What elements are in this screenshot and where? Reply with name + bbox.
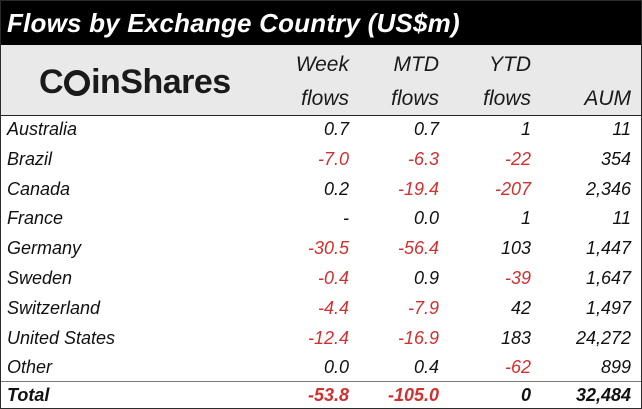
col-header-week-line2: flows <box>301 87 349 110</box>
cell-mtd-brazil: -6.3 <box>407 148 439 169</box>
cell-ytd-switzerland: 42 <box>510 297 531 318</box>
col-header-mtd-line1: MTD <box>393 53 440 76</box>
cell-mtd-australia: 0.7 <box>413 119 439 139</box>
cell-ytd-sweden: -39 <box>504 268 531 288</box>
cell-ytd-canada: -207 <box>494 178 531 199</box>
logo-text-pre: C <box>39 63 64 101</box>
row-label-brazil: Brazil <box>7 148 53 169</box>
cell-aum-australia: 11 <box>612 119 631 139</box>
cell-ytd-total: 0 <box>520 385 531 405</box>
cell-aum-sweden: 1,647 <box>585 268 631 288</box>
cell-week-other: 0.0 <box>323 357 349 378</box>
cell-aum-canada: 2,346 <box>585 178 631 199</box>
col-header-mtd-line2: flows <box>391 87 439 110</box>
cell-aum-france: 11 <box>612 208 631 229</box>
cell-ytd-france: 1 <box>520 208 531 229</box>
cell-week-australia: 0.7 <box>323 119 349 139</box>
cell-aum-total: 32,484 <box>575 385 631 405</box>
cell-ytd-brazil: -22 <box>504 148 531 169</box>
cell-ytd-other: -62 <box>504 357 531 378</box>
title-bar <box>1 1 641 45</box>
col-header-aum: AUM <box>584 87 631 110</box>
cell-mtd-united-states: -16.9 <box>397 327 439 348</box>
cell-mtd-canada: -19.4 <box>397 178 439 199</box>
row-label-total: Total <box>7 385 50 405</box>
row-label-other: Other <box>7 357 53 378</box>
cell-week-canada: 0.2 <box>323 178 349 199</box>
col-header-ytd-line1: YTD <box>489 53 531 76</box>
cell-ytd-germany: 103 <box>500 238 531 259</box>
row-label-sweden: Sweden <box>7 268 73 288</box>
row-label-germany: Germany <box>7 238 82 259</box>
row-label-switzerland: Switzerland <box>7 297 101 318</box>
cell-mtd-sweden: 0.9 <box>413 268 439 288</box>
row-label-france: France <box>7 208 64 229</box>
cell-mtd-total: -105.0 <box>387 385 439 405</box>
cell-aum-germany: 1,447 <box>585 238 631 259</box>
col-header-ytd-line2: flows <box>483 87 531 110</box>
cell-aum-switzerland: 1,497 <box>585 297 631 318</box>
row-label-canada: Canada <box>7 178 71 199</box>
cell-ytd-australia: 1 <box>520 119 531 139</box>
chart-title: Flows by Exchange Country (US$m) <box>7 8 460 38</box>
row-label-australia: Australia <box>7 119 78 139</box>
cell-week-switzerland: -4.4 <box>317 297 349 318</box>
cell-week-germany: -30.5 <box>307 238 349 259</box>
total-rule <box>1 381 641 382</box>
cell-mtd-germany: -56.4 <box>397 238 439 259</box>
logo-ring-icon <box>64 70 91 96</box>
cell-week-sweden: -0.4 <box>317 268 349 288</box>
cell-ytd-united-states: 183 <box>500 327 531 348</box>
row-label-united-states: United States <box>7 327 116 348</box>
cell-mtd-switzerland: -7.9 <box>407 297 439 318</box>
cell-week-united-states: -12.4 <box>307 327 349 348</box>
logo-text-post: inShares <box>91 63 231 101</box>
cell-mtd-france: 0.0 <box>413 208 439 229</box>
cell-week-france: - <box>343 208 349 229</box>
cell-mtd-other: 0.4 <box>413 357 439 378</box>
header-rule <box>1 115 641 116</box>
header-band <box>1 45 641 115</box>
cell-aum-other: 899 <box>600 357 631 378</box>
cell-aum-brazil: 354 <box>600 148 631 169</box>
cell-aum-united-states: 24,272 <box>575 327 631 348</box>
cell-week-total: -53.8 <box>307 385 349 405</box>
col-header-week-line1: Week <box>295 53 349 76</box>
cell-week-brazil: -7.0 <box>317 148 349 169</box>
